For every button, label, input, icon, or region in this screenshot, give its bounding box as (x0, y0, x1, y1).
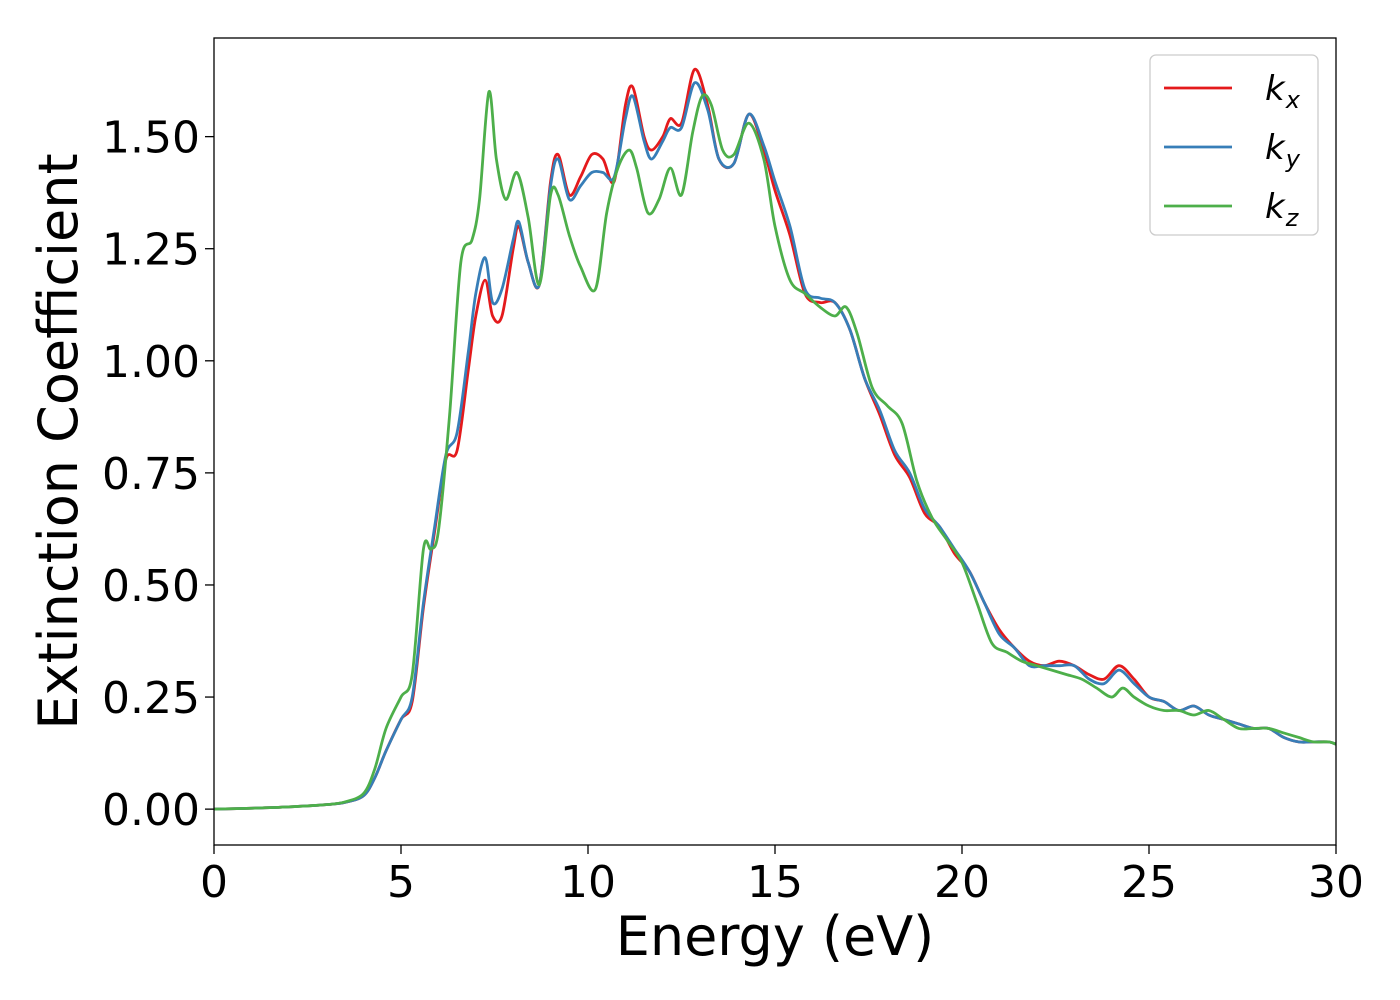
x-tick-label: 20 (934, 857, 990, 908)
x-tick-label: 10 (560, 857, 616, 908)
x-tick-label: 0 (200, 857, 228, 908)
series-line-ky (214, 81, 1336, 811)
y-axis-label: Extinction Coefficient (27, 153, 90, 729)
y-tick-label: 1.00 (102, 337, 200, 388)
legend-label-kx: kx (1265, 69, 1301, 114)
legend-box (1149, 54, 1319, 236)
y-tick-label: 0.75 (102, 449, 200, 500)
y-axis: 0.00 0.25 0.50 0.75 1.00 1.25 1.50 (102, 113, 214, 836)
x-axis: 0 5 10 15 20 25 30 (200, 845, 1364, 908)
series-layer (214, 67, 1336, 811)
y-tick-label: 1.25 (102, 225, 200, 276)
series-line-kz (214, 90, 1336, 811)
y-tick-label: 0.00 (102, 785, 200, 836)
x-axis-label: Energy (eV) (616, 905, 935, 968)
y-tick-label: 0.25 (102, 673, 200, 724)
legend: kx ky kz (1149, 54, 1319, 236)
y-tick-label: 1.50 (102, 113, 200, 164)
y-tick-label: 0.50 (102, 561, 200, 612)
x-tick-label: 5 (387, 857, 415, 908)
x-tick-label: 15 (747, 857, 803, 908)
x-tick-label: 25 (1121, 857, 1177, 908)
legend-label-ky: ky (1265, 128, 1301, 173)
x-tick-label: 30 (1308, 857, 1364, 908)
legend-label-kz: kz (1265, 187, 1300, 232)
